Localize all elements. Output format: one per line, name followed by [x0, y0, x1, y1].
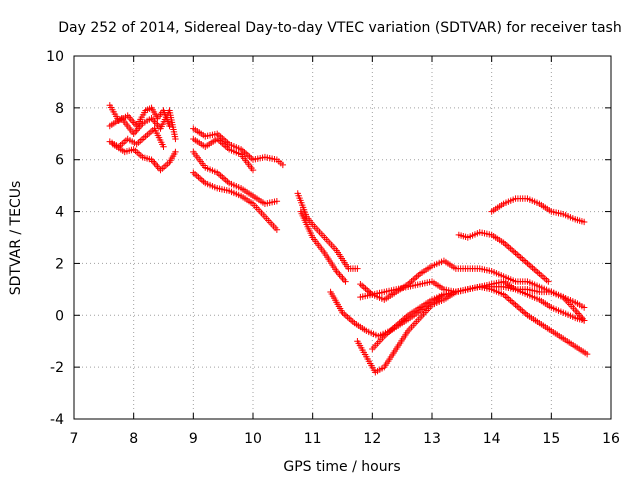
series-arc-3 [106, 125, 167, 150]
x-tick-label: 13 [423, 431, 441, 447]
x-tick-label: 11 [304, 431, 322, 447]
chart-title: Day 252 of 2014, Sidereal Day-to-day VTE… [58, 20, 621, 36]
y-tick-label: 2 [55, 256, 64, 272]
plot-frame [73, 55, 612, 420]
series-arc-15 [369, 283, 588, 353]
y-tick-label: 0 [55, 308, 64, 324]
data-point [354, 265, 361, 272]
x-tick-label: 14 [483, 431, 501, 447]
data-point [249, 166, 257, 174]
series-arc-16 [455, 229, 552, 285]
series-arc-2 [106, 107, 179, 143]
data-point [583, 350, 591, 358]
data-point [545, 278, 552, 285]
data-point [172, 135, 179, 143]
y-tick-label: 6 [55, 153, 64, 169]
data-point [172, 148, 179, 156]
data-markers [106, 102, 591, 376]
data-point [342, 278, 349, 285]
x-tick-label: 12 [363, 431, 381, 447]
series-arc-17 [488, 195, 588, 226]
x-tick-label: 10 [244, 431, 262, 447]
y-axis-label: SDTVAR / TECUs [8, 181, 24, 296]
y-tick-label: -2 [50, 360, 64, 376]
data-point [166, 122, 173, 130]
series-arc-6 [190, 135, 257, 174]
series-arc-4 [109, 140, 179, 174]
data-point [279, 161, 287, 169]
y-tick-label: -4 [50, 412, 64, 428]
data-point [273, 198, 281, 205]
series-arc-8 [190, 169, 281, 233]
y-tick-label: 10 [46, 49, 64, 65]
x-tick-label: 8 [129, 431, 138, 447]
y-tick-label: 8 [55, 101, 64, 117]
x-tick-label: 9 [189, 431, 198, 447]
x-axis-label: GPS time / hours [283, 459, 400, 475]
series-arc-10 [297, 208, 349, 285]
x-tick-labels: 7 8 9 10 11 12 13 14 15 16 [70, 431, 620, 447]
y-tick-labels: -4 -2 0 2 4 6 8 10 [46, 49, 64, 428]
data-point [160, 143, 167, 150]
data-point [580, 317, 588, 324]
data-point [273, 226, 281, 233]
data-point [580, 218, 588, 226]
data-point [580, 304, 588, 311]
x-tick-label: 15 [542, 431, 560, 447]
x-tick-label: 16 [602, 431, 620, 447]
y-tick-label: 4 [55, 205, 64, 221]
x-tick-label: 7 [70, 431, 79, 447]
series-arc-7 [190, 148, 281, 207]
